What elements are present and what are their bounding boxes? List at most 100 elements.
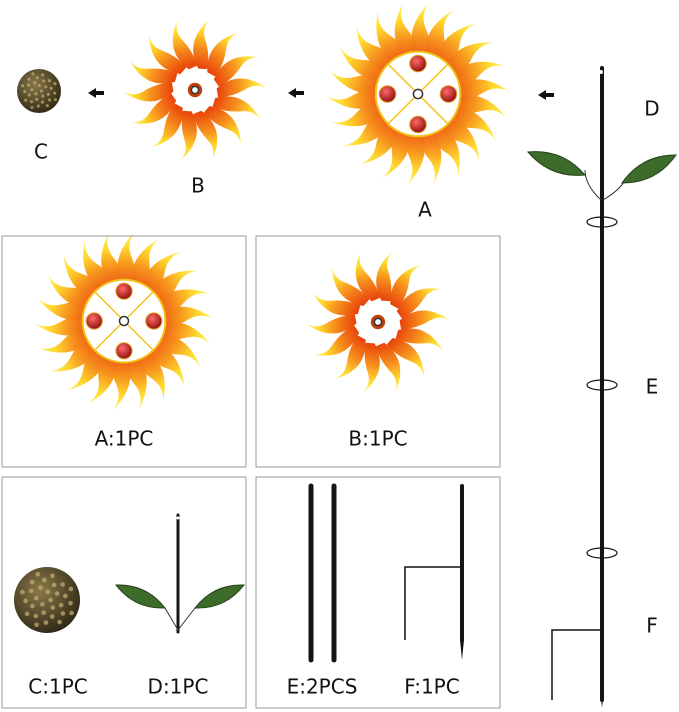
ball-dot [29, 588, 34, 594]
petal [396, 288, 443, 319]
stake-eye [176, 516, 180, 520]
ball-dot [42, 577, 47, 583]
ball-dot [48, 98, 52, 102]
ball-dot [51, 582, 57, 588]
gem [378, 85, 397, 103]
petal [306, 314, 357, 334]
ball-dot [54, 591, 60, 596]
petal [395, 328, 444, 352]
assembly-label: F [646, 614, 658, 638]
leaf [194, 584, 245, 609]
ball-dot [36, 104, 40, 108]
ball-dot [46, 92, 50, 96]
ball-dot [40, 601, 45, 607]
stake-eye [599, 70, 603, 74]
ground-bracket [404, 566, 462, 640]
petal [148, 34, 187, 75]
petal [172, 20, 197, 70]
ball-dot [23, 90, 27, 94]
gem [85, 312, 103, 330]
ball-dot [53, 82, 57, 86]
leaf [526, 151, 587, 176]
spoke [417, 63, 449, 95]
petal [203, 105, 242, 146]
petal [363, 342, 380, 393]
ball-dot [33, 595, 39, 601]
ball-dot [33, 81, 37, 85]
spoke [94, 291, 125, 322]
ball-dot [38, 585, 43, 590]
leaf-stem [164, 607, 196, 631]
ball-dot [43, 620, 49, 625]
spinner-a [326, 2, 510, 186]
gem [409, 115, 427, 134]
petal [334, 335, 366, 380]
ball-dot [44, 85, 48, 89]
axle [190, 85, 200, 95]
petal [376, 251, 393, 302]
ball-dot [30, 105, 34, 110]
part-label: E:2PCS [287, 675, 358, 699]
axle [412, 88, 424, 100]
gem [145, 312, 163, 330]
ball-dot [35, 76, 39, 80]
petal [376, 342, 401, 392]
ball-dot [24, 611, 30, 617]
ball-dot [27, 77, 31, 81]
arrow [288, 88, 304, 98]
assembly-label: D [644, 97, 659, 121]
ball-dot [27, 83, 31, 87]
leaf-stem [584, 169, 626, 201]
ball-dot [40, 100, 45, 104]
spoke [123, 291, 154, 322]
ball-dot [21, 84, 25, 88]
petal [193, 19, 210, 70]
petal [207, 32, 239, 77]
ball-dot [49, 614, 55, 619]
assembly-label: B [191, 174, 205, 198]
gem [409, 54, 427, 73]
part-box [255, 235, 501, 468]
ball-dot [20, 589, 25, 595]
petal [331, 266, 370, 307]
petal [386, 337, 425, 378]
leaf [621, 154, 677, 184]
axle [118, 315, 130, 327]
ball-dot [34, 622, 39, 628]
ball-dot [35, 571, 41, 577]
ball-dot [50, 573, 55, 579]
ball-dot [31, 72, 35, 76]
petal [390, 264, 422, 309]
petal [213, 56, 260, 87]
spinner-a [34, 231, 214, 411]
petal [399, 310, 450, 330]
assembly-label: E [646, 375, 659, 399]
ball-dot [42, 79, 46, 83]
part-box [1, 476, 247, 709]
ball-dot [27, 93, 31, 97]
petal [193, 110, 218, 160]
ball-dot [63, 593, 68, 599]
part-label: D:1PC [148, 675, 209, 699]
arrow [88, 88, 104, 98]
petal [216, 78, 267, 98]
ball-dot [33, 613, 39, 619]
ball-dot [57, 619, 62, 625]
ball-dot [41, 94, 45, 98]
leaf [115, 584, 166, 609]
assembly-label: C [34, 140, 48, 164]
ball-dot [50, 605, 56, 610]
spinner-b [306, 251, 450, 393]
ball-dot [48, 597, 53, 603]
artwork [14, 2, 677, 708]
part-box [255, 476, 501, 709]
part-box [1, 235, 247, 468]
ball-dot [53, 98, 57, 102]
ball-dot [60, 611, 66, 616]
petal [355, 252, 380, 302]
ball-dot [68, 600, 73, 606]
gem [439, 85, 458, 103]
ball-dot [53, 91, 57, 95]
ball-dot [29, 100, 34, 104]
